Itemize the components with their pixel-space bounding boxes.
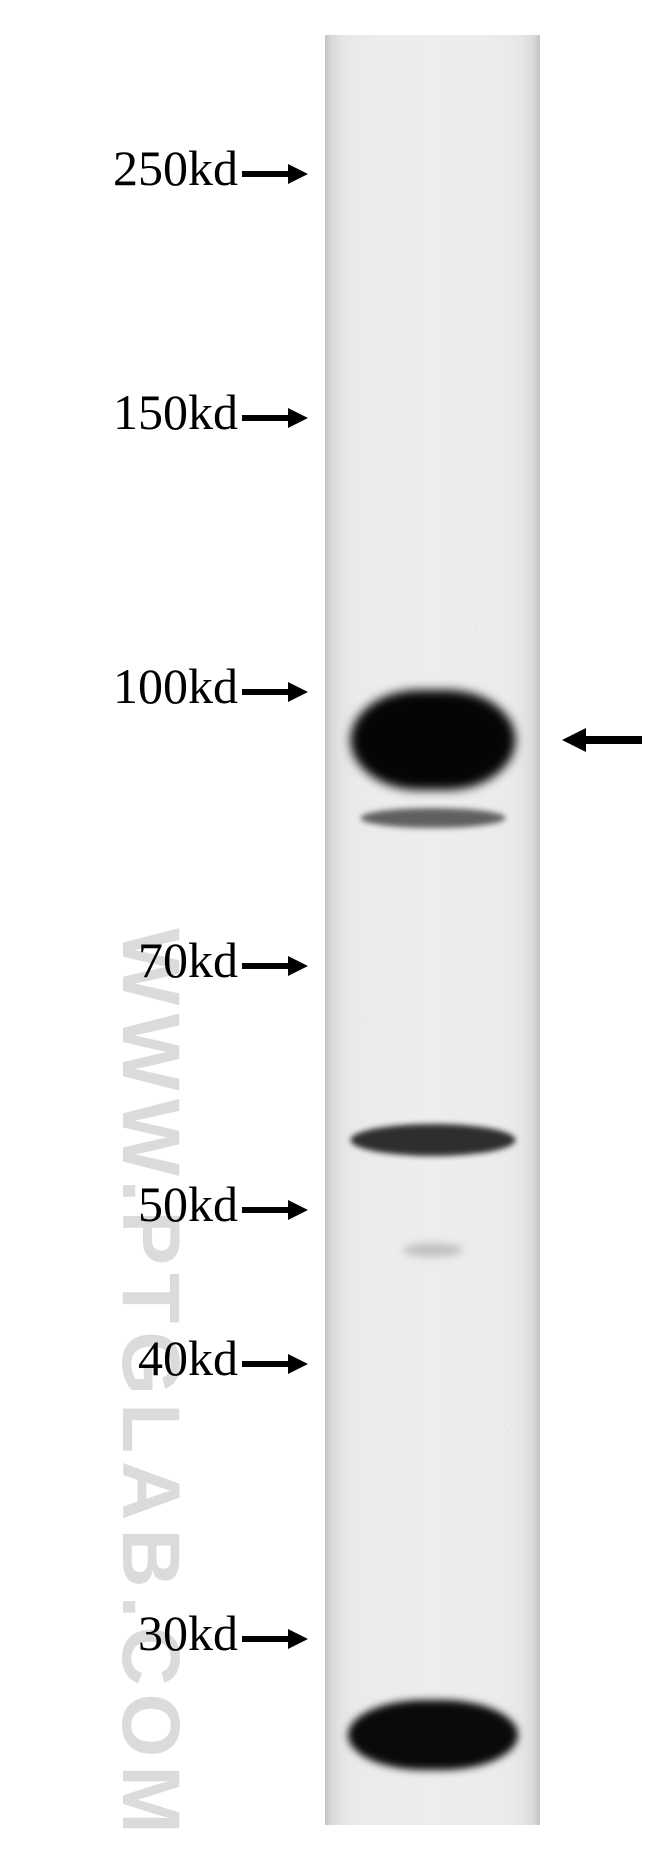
arrow-right-icon	[242, 1626, 310, 1652]
band-27kd	[348, 1700, 518, 1770]
arrow-right-icon	[242, 1197, 310, 1223]
target-band-arrow	[560, 724, 644, 761]
arrow-right-icon	[242, 679, 310, 705]
ladder-value: 100kd	[113, 658, 238, 714]
ladder-label-30kd: 30kd	[138, 1604, 310, 1662]
arrow-right-icon	[242, 161, 310, 187]
western-blot-figure: WWW.PTGLAB.COM 250kd150kd100kd70kd50kd40…	[0, 0, 650, 1855]
faint-band-48kd	[403, 1243, 463, 1257]
arrow-right-icon	[242, 953, 310, 979]
ladder-label-40kd: 40kd	[138, 1329, 310, 1387]
ladder-label-150kd: 150kd	[113, 383, 310, 441]
ladder-value: 70kd	[138, 932, 238, 988]
ladder-label-250kd: 250kd	[113, 139, 310, 197]
ladder-value: 40kd	[138, 1330, 238, 1386]
arrow-right-icon	[242, 1351, 310, 1377]
ladder-label-100kd: 100kd	[113, 657, 310, 715]
arrow-left-icon	[560, 724, 644, 756]
ladder-value: 250kd	[113, 140, 238, 196]
ladder-value: 30kd	[138, 1605, 238, 1661]
sub-band-85kd	[360, 808, 505, 828]
ladder-label-50kd: 50kd	[138, 1175, 310, 1233]
ladder-value: 50kd	[138, 1176, 238, 1232]
gel-lane	[325, 35, 540, 1825]
ladder-value: 150kd	[113, 384, 238, 440]
ladder-label-70kd: 70kd	[138, 931, 310, 989]
band-55kd	[350, 1124, 515, 1156]
arrow-right-icon	[242, 405, 310, 431]
main-band-95kd	[350, 690, 515, 790]
